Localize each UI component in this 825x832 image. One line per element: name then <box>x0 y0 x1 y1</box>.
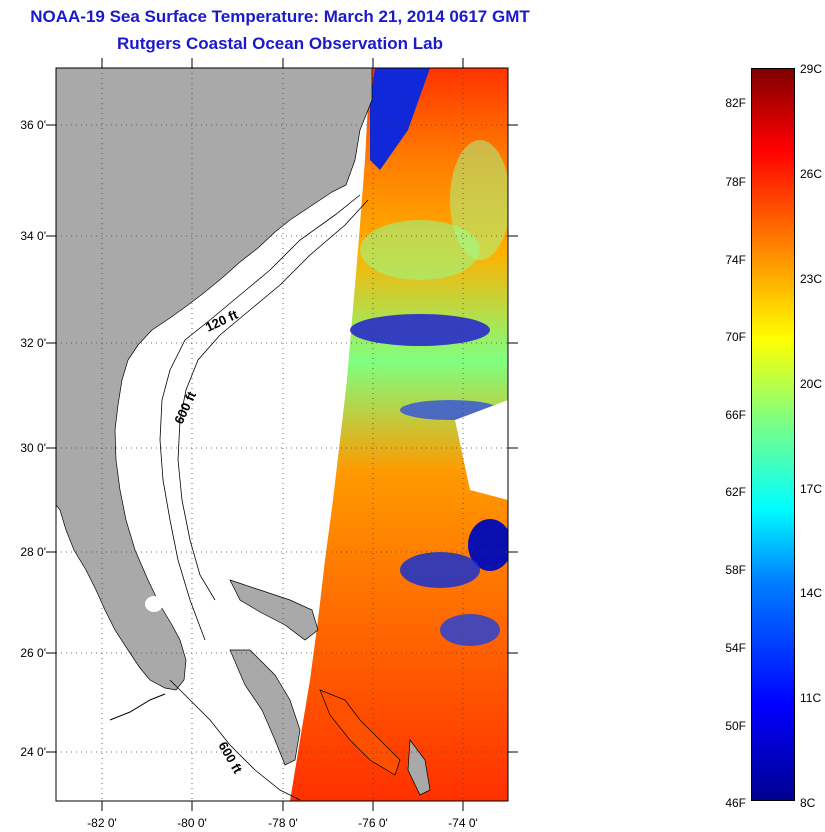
warm-patch <box>360 220 480 280</box>
lat-label: 34 0' <box>20 229 46 243</box>
colorbar-c-label: 17C <box>800 482 823 496</box>
graticule <box>56 68 508 801</box>
bahamas-island <box>319 689 401 776</box>
lat-label: 32 0' <box>20 336 46 350</box>
lat-label: 28 0' <box>20 545 46 559</box>
colorbar-c-label: 11C <box>800 691 822 705</box>
colorbar-c-label: 26C <box>800 167 823 181</box>
lon-label: -78 0' <box>268 816 298 830</box>
cloud-gap <box>455 400 508 500</box>
lake-okeechobee <box>145 596 163 612</box>
colorbar-f-label: 82F <box>725 96 746 110</box>
lon-label: -80 0' <box>177 816 207 830</box>
lat-label: 30 0' <box>20 441 46 455</box>
bahamas-island <box>229 579 319 641</box>
colorbar-f-label: 46F <box>725 796 746 810</box>
cold-patch <box>350 314 490 346</box>
land-mass <box>56 68 373 691</box>
lon-label: -82 0' <box>87 816 117 830</box>
bahamas-island <box>229 649 301 766</box>
bahamas-island <box>407 739 431 796</box>
colorbar-f-label: 50F <box>725 719 746 733</box>
florida-keys <box>109 693 166 721</box>
map-title: NOAA-19 Sea Surface Temperature: March 2… <box>30 7 530 26</box>
cold-patch <box>400 552 480 588</box>
colorbar-c-label: 20C <box>800 377 823 391</box>
colorbar-f-label: 78F <box>725 175 746 189</box>
colorbar-f-label: 58F <box>725 563 746 577</box>
depth-contour-120ft <box>159 194 361 641</box>
colorbar-f-label: 54F <box>725 641 746 655</box>
cold-patch <box>440 614 500 646</box>
depth-contour-600ft <box>177 199 369 601</box>
colorbar-f-label: 70F <box>725 330 746 344</box>
colorbar-f-label: 74F <box>725 253 746 267</box>
warm-patch <box>450 140 508 260</box>
colorbar-c-label: 29C <box>800 62 823 76</box>
cold-water-north <box>370 68 430 170</box>
lon-label: -76 0' <box>358 816 388 830</box>
colorbar-c-label: 8C <box>800 796 816 810</box>
colorbar-f-label: 62F <box>725 485 746 499</box>
colorbar-c-label: 14C <box>800 586 823 600</box>
lat-label: 26 0' <box>20 646 46 660</box>
map-frame <box>55 67 509 802</box>
axis-ticks <box>46 58 518 811</box>
lon-label: -74 0' <box>448 816 478 830</box>
cold-patch <box>468 519 508 571</box>
depth-contour-600ft <box>169 679 301 801</box>
lat-label: 36 0' <box>20 118 46 132</box>
lat-label: 24 0' <box>20 745 46 759</box>
temperature-colorbar <box>751 68 795 801</box>
map-subtitle: Rutgers Coastal Ocean Observation Lab <box>117 34 443 53</box>
colorbar-c-label: 23C <box>800 272 823 286</box>
colorbar-f-label: 66F <box>725 408 746 422</box>
